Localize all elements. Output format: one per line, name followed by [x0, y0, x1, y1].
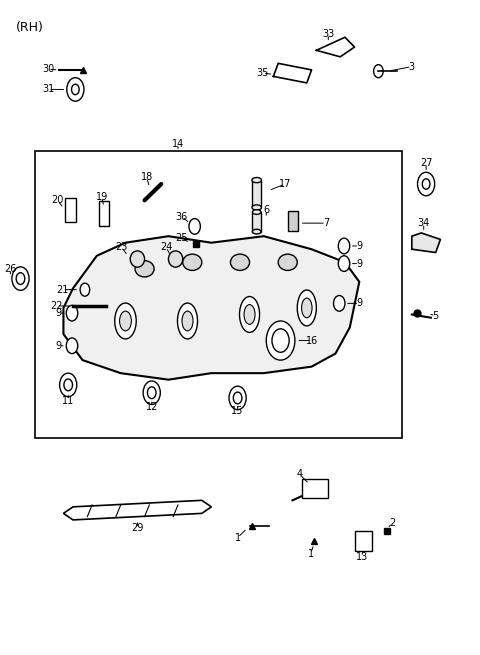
Bar — [35, 151, 402, 438]
Bar — [302, 479, 328, 498]
Bar — [252, 180, 262, 208]
Text: 22: 22 — [50, 301, 62, 311]
Ellipse shape — [135, 261, 154, 277]
Text: 36: 36 — [176, 212, 188, 221]
Bar — [355, 531, 372, 551]
Text: 11: 11 — [62, 396, 74, 405]
Circle shape — [12, 267, 29, 290]
Circle shape — [64, 379, 72, 391]
Ellipse shape — [183, 254, 202, 271]
Text: 17: 17 — [279, 179, 291, 189]
Text: 12: 12 — [145, 402, 158, 412]
Text: 30: 30 — [42, 64, 54, 74]
Ellipse shape — [297, 290, 316, 326]
Text: 23: 23 — [116, 242, 128, 252]
Circle shape — [418, 172, 435, 196]
Ellipse shape — [252, 210, 261, 214]
Circle shape — [16, 272, 25, 284]
Text: 27: 27 — [420, 158, 432, 168]
Text: 4: 4 — [297, 469, 303, 479]
Text: (RH): (RH) — [16, 21, 44, 34]
Text: 13: 13 — [356, 552, 368, 562]
Text: 29: 29 — [131, 523, 144, 533]
Text: 34: 34 — [418, 218, 430, 228]
Bar — [65, 198, 76, 223]
Circle shape — [233, 392, 242, 404]
Text: 14: 14 — [172, 139, 184, 149]
Circle shape — [338, 238, 350, 253]
Text: 9: 9 — [356, 241, 362, 251]
Circle shape — [229, 386, 246, 409]
Circle shape — [80, 283, 90, 296]
Ellipse shape — [115, 303, 136, 339]
Circle shape — [334, 295, 345, 311]
Ellipse shape — [130, 251, 144, 267]
Text: 16: 16 — [305, 335, 318, 346]
Ellipse shape — [168, 251, 183, 267]
Text: 20: 20 — [51, 195, 64, 205]
Ellipse shape — [178, 303, 198, 339]
Circle shape — [272, 329, 289, 352]
Ellipse shape — [252, 229, 261, 234]
Ellipse shape — [182, 311, 193, 331]
Text: 9: 9 — [56, 308, 62, 318]
Ellipse shape — [240, 297, 260, 332]
Text: 9: 9 — [356, 299, 362, 309]
Circle shape — [143, 381, 160, 404]
Text: 1: 1 — [235, 533, 240, 542]
Circle shape — [373, 65, 383, 78]
Ellipse shape — [278, 254, 297, 271]
Bar — [99, 201, 109, 226]
Bar — [288, 212, 298, 231]
Text: 24: 24 — [160, 242, 172, 252]
Text: 31: 31 — [42, 84, 54, 94]
Bar — [252, 212, 261, 232]
Polygon shape — [412, 233, 441, 252]
PathPatch shape — [63, 236, 360, 380]
Circle shape — [189, 219, 200, 234]
Text: 26: 26 — [4, 264, 16, 274]
Ellipse shape — [244, 305, 255, 324]
Text: 9: 9 — [56, 341, 62, 351]
Text: 18: 18 — [141, 172, 153, 183]
Ellipse shape — [301, 298, 312, 318]
Text: 2: 2 — [390, 518, 396, 528]
Ellipse shape — [230, 254, 250, 271]
Circle shape — [422, 179, 430, 189]
Circle shape — [67, 78, 84, 101]
Circle shape — [338, 255, 350, 271]
Text: 1: 1 — [308, 549, 314, 559]
Text: 21: 21 — [56, 285, 69, 295]
Circle shape — [60, 373, 77, 397]
Ellipse shape — [120, 311, 132, 331]
Circle shape — [266, 321, 295, 360]
Text: 33: 33 — [322, 29, 335, 39]
Text: 15: 15 — [231, 406, 244, 416]
Text: 6: 6 — [263, 205, 269, 215]
Circle shape — [147, 387, 156, 399]
Text: 19: 19 — [96, 192, 108, 202]
Circle shape — [66, 338, 78, 354]
Text: 25: 25 — [176, 233, 188, 243]
Text: 9: 9 — [356, 259, 362, 269]
Ellipse shape — [252, 205, 262, 210]
Text: 35: 35 — [257, 68, 269, 78]
Circle shape — [72, 84, 79, 95]
Ellipse shape — [252, 178, 262, 183]
Text: 5: 5 — [432, 310, 439, 321]
Circle shape — [66, 305, 78, 321]
Text: 7: 7 — [323, 218, 329, 228]
Text: 3: 3 — [409, 62, 415, 71]
